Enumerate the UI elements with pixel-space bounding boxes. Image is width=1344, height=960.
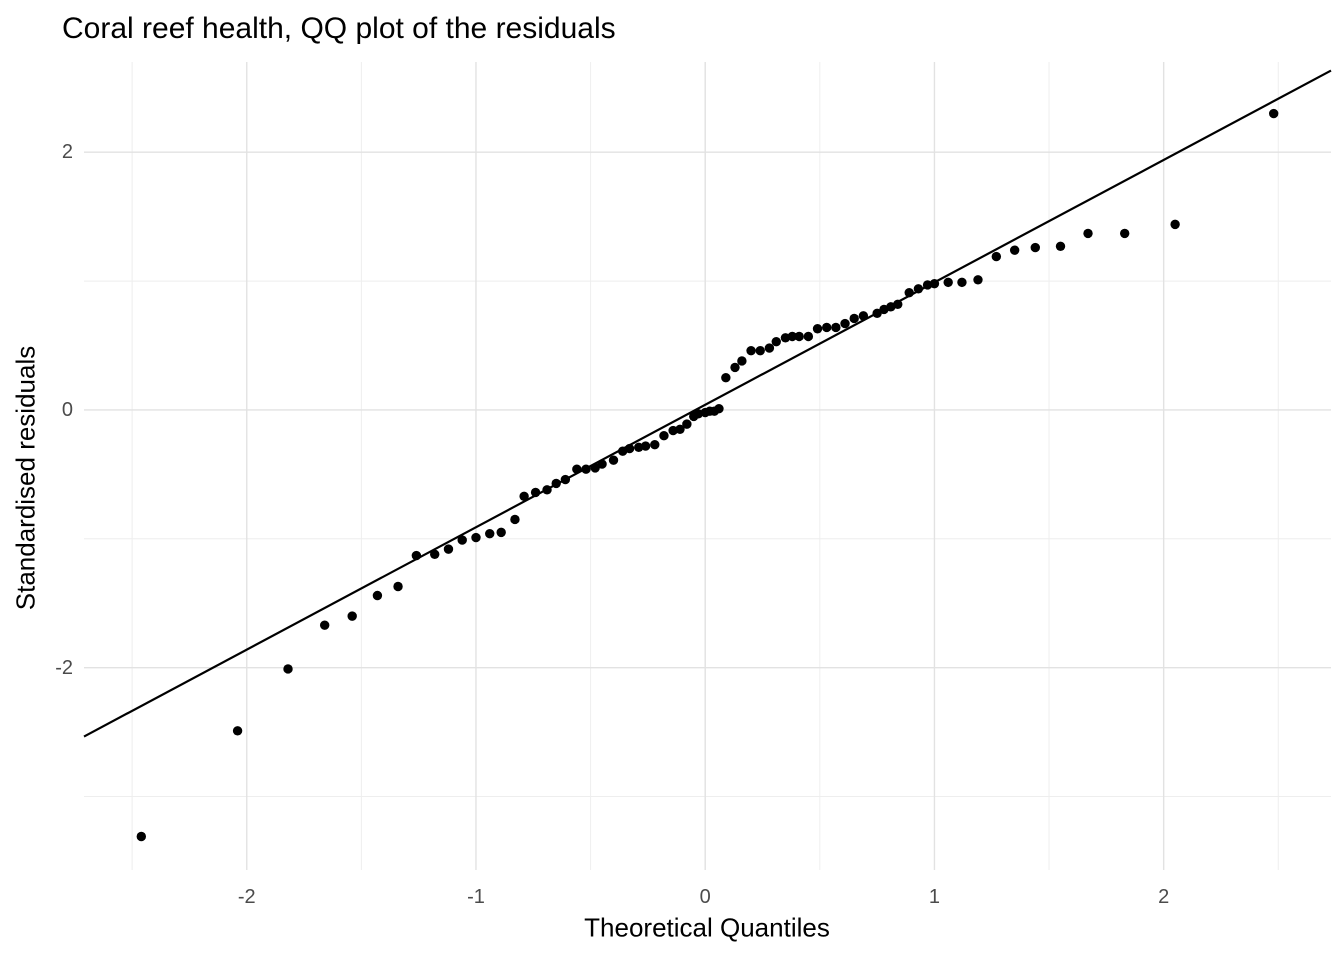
data-point [136,831,147,842]
data-point [991,251,1002,262]
x-axis-title: Theoretical Quantiles [584,912,830,943]
data-point [1030,242,1040,253]
data-point [913,284,924,294]
data-point [682,419,692,429]
x-tick-label: -1 [467,886,485,908]
data-point [624,443,635,454]
data-point [457,535,467,545]
data-point [973,275,983,285]
data-point [372,590,383,601]
x-tick-label: -2 [237,886,256,908]
data-point [721,373,731,383]
data-point [714,403,724,414]
qq-reference-line [83,69,1332,738]
data-point [471,532,481,543]
data-point [590,463,600,473]
data-point [560,474,571,485]
data-point [794,331,804,342]
y-tick-label: 2 [61,141,73,164]
data-point [232,726,243,736]
data-point [572,464,582,474]
data-point [803,331,814,342]
data-point [737,356,747,366]
data-point [443,544,454,554]
data-point [542,485,552,495]
data-point [659,431,669,441]
data-point [957,277,967,288]
data-point [746,345,756,356]
data-point [1268,108,1279,119]
data-point [764,343,775,353]
data-point [319,620,330,630]
data-point [430,549,440,559]
data-point [787,331,798,342]
y-tick-label: -2 [55,656,73,679]
data-point [608,455,619,465]
data-point [650,440,660,450]
data-point [581,464,591,474]
y-tick-label: 0 [61,398,73,421]
data-point [640,441,651,451]
data-point [551,478,561,489]
y-axis-title: Standardised residuals [10,345,41,611]
data-point [831,322,841,333]
x-tick-label: 2 [1158,886,1170,908]
data-point [411,550,422,561]
data-point [393,581,403,592]
data-point [893,299,903,309]
data-point [755,345,765,356]
data-point [675,424,685,434]
x-tick-label: 1 [928,886,940,908]
data-point [943,277,953,288]
data-point [849,313,859,324]
data-point [929,278,940,289]
data-point [510,514,520,525]
data-point [858,311,869,321]
data-point [283,664,293,674]
data-point [530,487,541,498]
data-point [485,528,495,539]
data-point [347,611,357,621]
data-point [1083,228,1093,239]
data-point [1170,219,1180,230]
data-point [812,324,823,334]
data-point [840,318,850,329]
data-point [771,336,781,347]
data-point [821,322,832,333]
data-point [1055,241,1066,251]
x-tick-label: 0 [699,886,711,908]
data-point [519,491,529,501]
data-point [496,527,506,538]
data-point [1119,228,1130,239]
plot-title: Coral reef health, QQ plot of the residu… [62,12,616,45]
data-point [597,459,607,469]
data-point [1009,245,1020,255]
data-point [904,287,914,298]
data-point [872,308,882,318]
data-point [730,362,740,373]
